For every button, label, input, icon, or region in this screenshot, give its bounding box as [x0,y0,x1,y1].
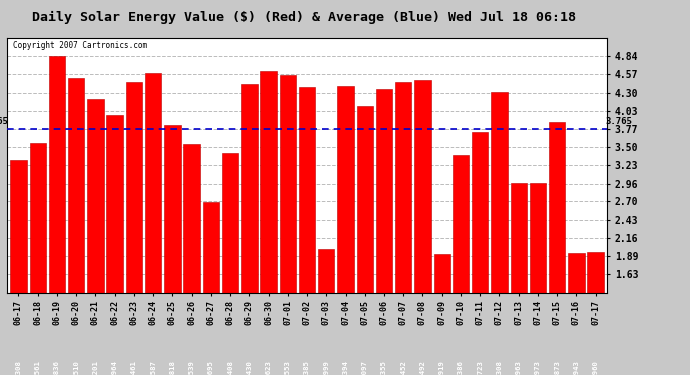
Bar [145,73,161,375]
Bar [222,153,238,375]
Bar [357,106,373,375]
Text: 3.964: 3.964 [112,360,118,375]
Bar [241,84,257,375]
Text: 4.492: 4.492 [420,360,426,375]
Bar [30,143,46,375]
Text: 3.308: 3.308 [15,360,21,375]
Text: 4.452: 4.452 [400,360,406,375]
Text: 3.765: 3.765 [0,117,9,126]
Text: 4.097: 4.097 [362,360,368,375]
Text: 4.308: 4.308 [496,360,502,375]
Bar [126,82,142,375]
Text: 4.394: 4.394 [342,360,348,375]
Text: 4.385: 4.385 [304,360,310,375]
Text: Daily Solar Energy Value ($) (Red) & Average (Blue) Wed Jul 18 06:18: Daily Solar Energy Value ($) (Red) & Ave… [32,11,575,24]
Bar [376,89,392,375]
Bar [433,255,450,375]
Bar [49,56,65,375]
Bar [68,78,84,375]
Text: 4.510: 4.510 [73,360,79,375]
Bar [203,202,219,375]
Text: 3.408: 3.408 [227,360,233,375]
Text: 3.561: 3.561 [34,360,41,375]
Text: 3.818: 3.818 [169,360,175,375]
Text: 4.587: 4.587 [150,360,156,375]
Text: 2.973: 2.973 [535,360,541,375]
Text: 4.623: 4.623 [266,360,272,375]
Text: 4.553: 4.553 [285,360,290,375]
Bar [549,122,565,375]
Text: 2.695: 2.695 [208,360,214,375]
Bar [472,132,489,375]
Bar [106,116,123,375]
Bar [87,99,104,375]
Text: 4.201: 4.201 [92,360,99,375]
Bar [414,80,431,375]
Text: 1.960: 1.960 [593,360,599,375]
Bar [184,144,200,375]
Bar [491,92,508,375]
Text: 4.461: 4.461 [131,360,137,375]
Bar [569,253,584,375]
Text: 4.355: 4.355 [381,360,387,375]
Bar [10,160,27,375]
Bar [453,155,469,375]
Text: 3.765: 3.765 [605,117,632,126]
Text: 3.873: 3.873 [554,360,560,375]
Text: 4.836: 4.836 [54,360,60,375]
Text: 3.386: 3.386 [458,360,464,375]
Bar [164,125,181,375]
Text: 1.999: 1.999 [324,360,329,375]
Bar [587,252,604,375]
Text: 4.430: 4.430 [246,360,253,375]
Bar [337,86,354,375]
Bar [299,87,315,375]
Bar [279,75,296,375]
Text: 3.539: 3.539 [188,360,195,375]
Text: 1.943: 1.943 [573,360,580,375]
Bar [318,249,335,375]
Text: 1.919: 1.919 [439,360,445,375]
Bar [530,183,546,375]
Bar [395,82,411,375]
Text: Copyright 2007 Cartronics.com: Copyright 2007 Cartronics.com [13,41,147,50]
Bar [260,70,277,375]
Text: 2.963: 2.963 [515,360,522,375]
Text: 3.723: 3.723 [477,360,483,375]
Bar [511,183,527,375]
